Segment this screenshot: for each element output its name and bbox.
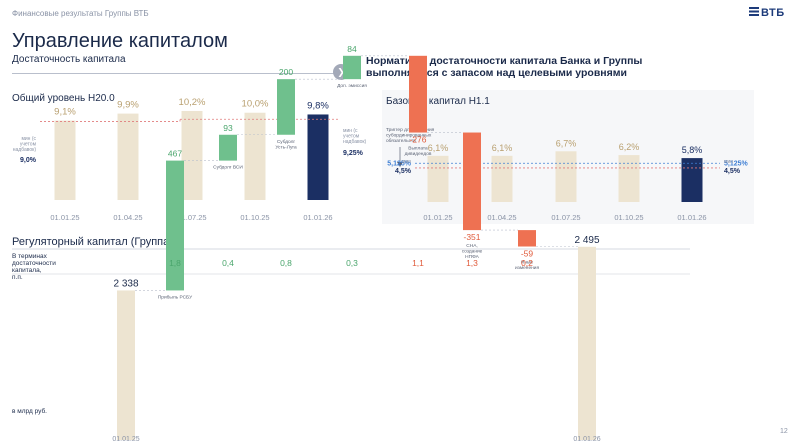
h20-min-left-value: 9,0%	[20, 157, 37, 164]
regcap-bar	[409, 55, 427, 133]
regcap-value-label: 2 495	[574, 235, 599, 246]
h11-trigger-left: 5,125%	[387, 161, 412, 168]
h20-bar	[54, 120, 76, 200]
h20-value-label: 10,2%	[179, 97, 206, 108]
regcap-category-label: Выплата дивидендов	[405, 146, 432, 158]
h20-min-right-note: мин (с учетом надбавок)	[343, 128, 367, 145]
h20-value-label: 9,1%	[54, 107, 76, 118]
h11-value-label: 6,1%	[492, 143, 513, 153]
regcap-category-label: Прибыль РСБУ	[158, 294, 193, 300]
regcap-category-label: 01.01.26	[573, 436, 600, 443]
regcap-pp-row-label: В терминах достаточности капитала, п.п.	[12, 253, 56, 281]
h11-bar	[618, 155, 640, 202]
regcap-value-label: -59	[521, 249, 534, 259]
h11-min-label-left: мин	[402, 159, 411, 165]
h20-min-left-note: мин (с учетом надбавок)	[13, 136, 37, 153]
h11-value-label: 5,8%	[682, 145, 703, 155]
regcap-pp-value: 1,1	[412, 258, 424, 268]
down-arrow-icon	[397, 162, 403, 167]
regcap-unit-label: в млрд руб.	[12, 407, 47, 415]
h11-trigger-right: 5,125%	[724, 161, 749, 168]
regcap-category-label: Субдолг ВСИ	[213, 165, 243, 171]
h20-bar	[117, 113, 139, 200]
regcap-value-label: -351	[463, 232, 480, 242]
regcap-value-label: -276	[409, 135, 426, 145]
regcap-bar	[219, 134, 237, 161]
regcap-pp-value: 1,3	[466, 258, 478, 268]
page-subtitle: Достаточность капитала	[12, 54, 126, 65]
h11-category-label: 01.04.25	[487, 213, 516, 222]
h11-value-label: 6,7%	[556, 138, 577, 148]
chart-h20-title: Общий уровень Н20.0	[12, 93, 115, 104]
chart-regcap-title: Регуляторный капитал (Группа)	[12, 236, 173, 248]
regcap-bar	[518, 230, 536, 247]
regcap-value-label: 84	[347, 44, 357, 54]
h11-min-left: 4,5%	[395, 168, 412, 175]
page-number: 12	[780, 428, 788, 435]
h11-min-label-right: мин	[724, 159, 733, 165]
regcap-value-label: 93	[223, 123, 233, 133]
h20-category-label: 01.04.25	[113, 213, 142, 222]
regcap-pp-value: 1,8	[169, 258, 181, 268]
regcap-pp-value: 0,2	[521, 258, 533, 268]
h11-bar	[681, 158, 703, 202]
h20-bar	[244, 112, 266, 200]
h11-category-label: 01.07.25	[551, 213, 580, 222]
headline: Нормативы достаточности капитала Банка и…	[366, 55, 643, 79]
regcap-category-label: 01.01.25	[112, 436, 139, 443]
h20-value-label: 9,9%	[117, 100, 139, 111]
h11-bar	[491, 155, 513, 202]
regcap-value-label: 200	[279, 67, 293, 77]
h20-bar	[307, 114, 329, 200]
regcap-category-label: СНА, создание НПФА	[462, 243, 483, 260]
regcap-bar	[343, 55, 361, 80]
regcap-value-label: 2 338	[113, 278, 138, 289]
h11-value-label: 6,1%	[428, 143, 449, 153]
h11-category-label: 01.10.25	[614, 213, 643, 222]
h11-bar	[427, 155, 449, 202]
logo-text: ВТБ	[761, 7, 785, 19]
regcap-bar	[117, 290, 135, 440]
logo-stripes-icon	[749, 7, 759, 19]
h20-category-label: 01.07.25	[177, 213, 206, 222]
h20-value-label: 10,0%	[242, 99, 269, 110]
regcap-category-label: Субдолг Усть-Луга	[275, 139, 297, 151]
h11-min-right: 4,5%	[724, 168, 741, 175]
h20-min-right-value: 9,25%	[343, 150, 364, 157]
h11-category-label: 01.01.26	[677, 213, 706, 222]
subtitle-divider	[12, 73, 334, 74]
regcap-pp-value: 0,3	[346, 258, 358, 268]
regcap-bar	[277, 79, 295, 135]
regcap-pp-value: 0,8	[280, 258, 292, 268]
h20-value-label: 9,8%	[307, 100, 329, 111]
regcap-value-label: 467	[168, 149, 182, 159]
regcap-category-label: Иные изменения	[515, 260, 539, 272]
regcap-bar	[166, 160, 184, 291]
h11-value-label: 6,2%	[619, 142, 640, 152]
h20-category-label: 01.10.25	[240, 213, 269, 222]
regcap-bar	[578, 246, 596, 440]
h11-bar	[555, 151, 577, 202]
regcap-category-label: Доп. эмиссия	[337, 83, 367, 89]
page-title: Управление капиталом	[12, 30, 228, 52]
chevron-right-icon: ❯	[337, 67, 345, 77]
h20-category-label: 01.01.26	[303, 213, 332, 222]
h20-category-label: 01.01.25	[50, 213, 79, 222]
regcap-bar	[463, 132, 481, 231]
header-caption: Финансовые результаты Группы ВТБ	[12, 9, 149, 18]
chart-h11-title: Базовый капитал Н1.1	[386, 96, 490, 107]
h11-category-label: 01.01.25	[423, 213, 452, 222]
regcap-pp-value: 0,4	[222, 258, 234, 268]
vtb-logo: ВТБ	[749, 7, 785, 19]
h20-bar	[181, 110, 203, 200]
